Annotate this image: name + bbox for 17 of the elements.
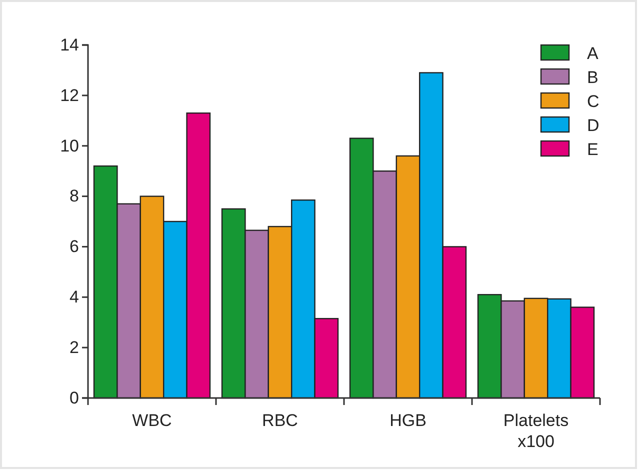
y-tick-label: 0 xyxy=(70,388,79,408)
legend-label: A xyxy=(587,44,599,63)
y-tick-label: 8 xyxy=(70,186,79,206)
x-tick-label: WBC xyxy=(132,411,172,430)
y-tick-label: 2 xyxy=(70,338,79,358)
legend-label: C xyxy=(587,92,600,111)
y-tick-label: 10 xyxy=(60,136,79,156)
legend-label: B xyxy=(587,68,598,87)
x-tick-label: Platelets x100 xyxy=(503,411,569,451)
y-tick-label: 12 xyxy=(60,86,79,105)
y-tick-label: 4 xyxy=(70,288,79,307)
x-tick-label: RBC xyxy=(262,411,298,430)
y-tick-label: 14 xyxy=(60,35,79,54)
y-tick-label: 6 xyxy=(70,237,79,256)
legend-label: D xyxy=(587,116,600,135)
legend-label: E xyxy=(587,140,598,159)
x-tick-label: HGB xyxy=(390,411,426,430)
